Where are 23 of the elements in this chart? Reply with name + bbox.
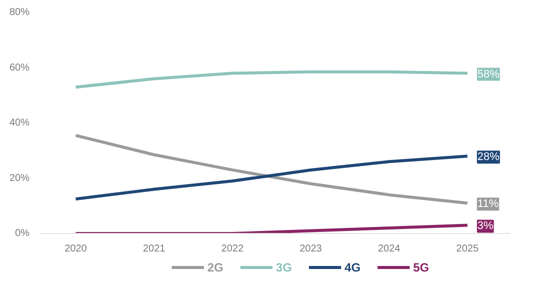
data-label: 3% bbox=[477, 220, 494, 232]
legend-label: 5G bbox=[413, 260, 430, 274]
line-series bbox=[74, 154, 469, 200]
x-tick-label: 2023 bbox=[300, 244, 322, 254]
line-series bbox=[74, 70, 469, 89]
y-tick-label: 80% bbox=[9, 7, 30, 18]
x-tick-label: 2024 bbox=[378, 244, 401, 254]
y-tick-label: 40% bbox=[9, 118, 30, 128]
y-tick-label: 60% bbox=[9, 62, 30, 74]
legend-label: 3G bbox=[276, 260, 292, 274]
x-tick-label: 2021 bbox=[142, 244, 166, 254]
y-tick-label: 20% bbox=[9, 172, 30, 184]
line-series bbox=[74, 134, 469, 205]
x-tick-label: 2022 bbox=[221, 244, 244, 254]
line-series bbox=[74, 224, 469, 234]
data-label: 58% bbox=[477, 68, 500, 80]
data-label: 28% bbox=[477, 151, 500, 164]
y-tick-label: 0% bbox=[15, 228, 30, 239]
x-tick-label: 2020 bbox=[64, 244, 88, 254]
legend-label: 4G bbox=[344, 260, 361, 274]
x-tick-label: 2025 bbox=[456, 244, 479, 254]
legend-label: 2G bbox=[207, 260, 224, 274]
data-label: 11% bbox=[477, 198, 499, 210]
